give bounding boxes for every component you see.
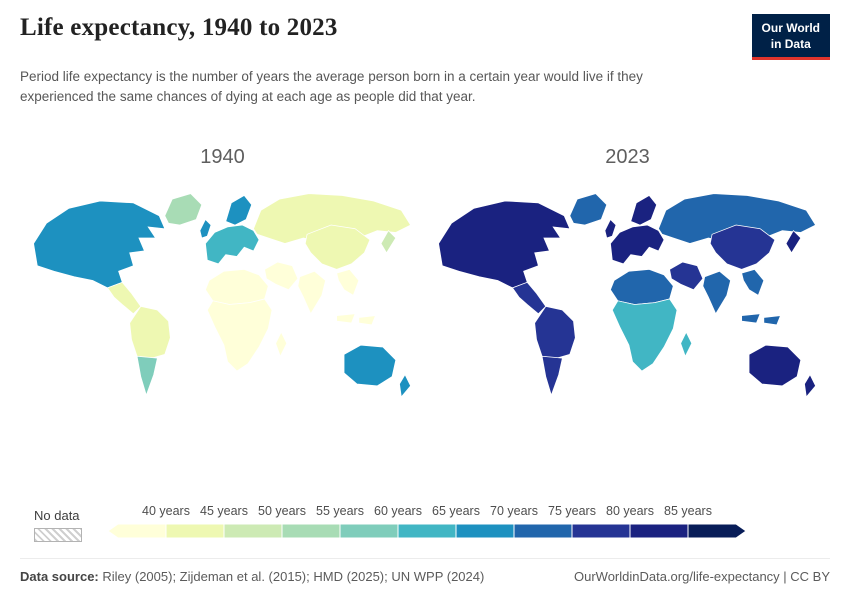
region-russia	[657, 192, 816, 244]
region-middle-east	[263, 261, 298, 290]
legend-segment	[571, 523, 631, 539]
region-south-america	[128, 305, 171, 359]
region-scandinavia	[224, 194, 252, 226]
region-japan	[380, 229, 396, 254]
region-africa-sub	[206, 298, 272, 372]
legend-tick-label: 70 years	[490, 504, 538, 518]
legend-segment	[629, 523, 689, 539]
region-southeast-asia	[335, 268, 359, 296]
legend-tick-label: 45 years	[200, 504, 248, 518]
region-russia	[252, 192, 411, 244]
chart-header: Life expectancy, 1940 to 2023 Our World …	[20, 14, 830, 108]
data-source: Data source: Riley (2005); Zijdeman et a…	[20, 569, 484, 584]
legend-segment	[687, 523, 747, 539]
logo-line2: in Data	[770, 36, 811, 51]
region-japan	[785, 229, 801, 254]
legend-segment	[107, 523, 167, 539]
source-label: Data source:	[20, 569, 99, 584]
region-southeast-asia	[740, 268, 764, 296]
region-mexico	[511, 281, 546, 314]
region-uk	[199, 218, 211, 239]
region-new-zealand	[398, 373, 411, 398]
region-china	[709, 224, 775, 270]
region-africa-north	[204, 268, 269, 305]
legend-tick-label: 80 years	[606, 504, 654, 518]
map-year-label-1940: 1940	[200, 145, 245, 168]
region-mexico	[106, 281, 141, 314]
region-argentina	[541, 355, 563, 396]
legend-tick-label: 40 years	[142, 504, 190, 518]
maps-container: 1940 2023	[20, 146, 830, 413]
region-greenland	[568, 192, 607, 226]
world-map-1940	[32, 192, 411, 398]
legend-segment	[165, 523, 225, 539]
legend-tick-label: 65 years	[432, 504, 480, 518]
region-madagascar	[274, 331, 287, 357]
region-scandinavia	[629, 194, 657, 226]
region-india	[701, 270, 731, 315]
page-title: Life expectancy, 1940 to 2023	[20, 14, 338, 41]
region-china	[304, 224, 370, 270]
owid-logo[interactable]: Our World in Data	[751, 14, 830, 61]
region-argentina	[136, 355, 158, 396]
legend-segment	[455, 523, 515, 539]
legend-tick-label: 55 years	[316, 504, 364, 518]
chart-subtitle: Period life expectancy is the number of …	[20, 69, 643, 105]
map-block-2023: 2023	[425, 146, 830, 413]
legend-segment	[339, 523, 399, 539]
world-map-2023	[437, 192, 816, 398]
region-north-america	[437, 200, 570, 288]
legend-tick-label: 75 years	[548, 504, 596, 518]
region-north-america	[32, 200, 165, 288]
legend-tick-label: 85 years	[664, 504, 712, 518]
logo-line1: Our World	[761, 21, 820, 35]
legend-scale: 40 years 45 years 50 years 55 years 60 years…	[107, 504, 747, 539]
chart-footer: Data source: Riley (2005); Zijdeman et a…	[20, 558, 830, 584]
region-india	[296, 270, 326, 315]
region-uk	[604, 218, 616, 239]
spacer	[20, 413, 830, 500]
legend-segment	[223, 523, 283, 539]
source-text: Riley (2005); Zijdeman et al. (2015); HM…	[98, 569, 485, 584]
region-europe	[204, 224, 259, 264]
legend-no-data: No data	[34, 508, 82, 542]
region-africa-north	[609, 268, 674, 305]
map-block-1940: 1940	[20, 146, 425, 413]
legend-segment	[281, 523, 341, 539]
region-indonesia	[335, 313, 376, 325]
legend: No data 40 years 45 years 50 years 55 years…	[20, 500, 830, 542]
region-australia	[748, 344, 801, 386]
no-data-swatch	[34, 528, 82, 542]
region-greenland	[163, 192, 202, 226]
owid-link[interactable]: OurWorldinData.org/life-expectancy | CC …	[573, 569, 830, 584]
region-africa-sub	[611, 298, 677, 372]
legend-tick-label: 60 years	[374, 504, 422, 518]
no-data-label: No data	[34, 508, 80, 523]
region-europe	[609, 224, 664, 264]
region-indonesia	[740, 313, 781, 325]
region-south-america	[533, 305, 576, 359]
legend-segment	[513, 523, 573, 539]
legend-segment	[397, 523, 457, 539]
region-middle-east	[668, 261, 703, 290]
region-new-zealand	[803, 373, 816, 398]
region-australia	[343, 344, 396, 386]
legend-tick-label: 50 years	[258, 504, 306, 518]
region-madagascar	[679, 331, 692, 357]
map-year-label-2023: 2023	[605, 145, 650, 168]
